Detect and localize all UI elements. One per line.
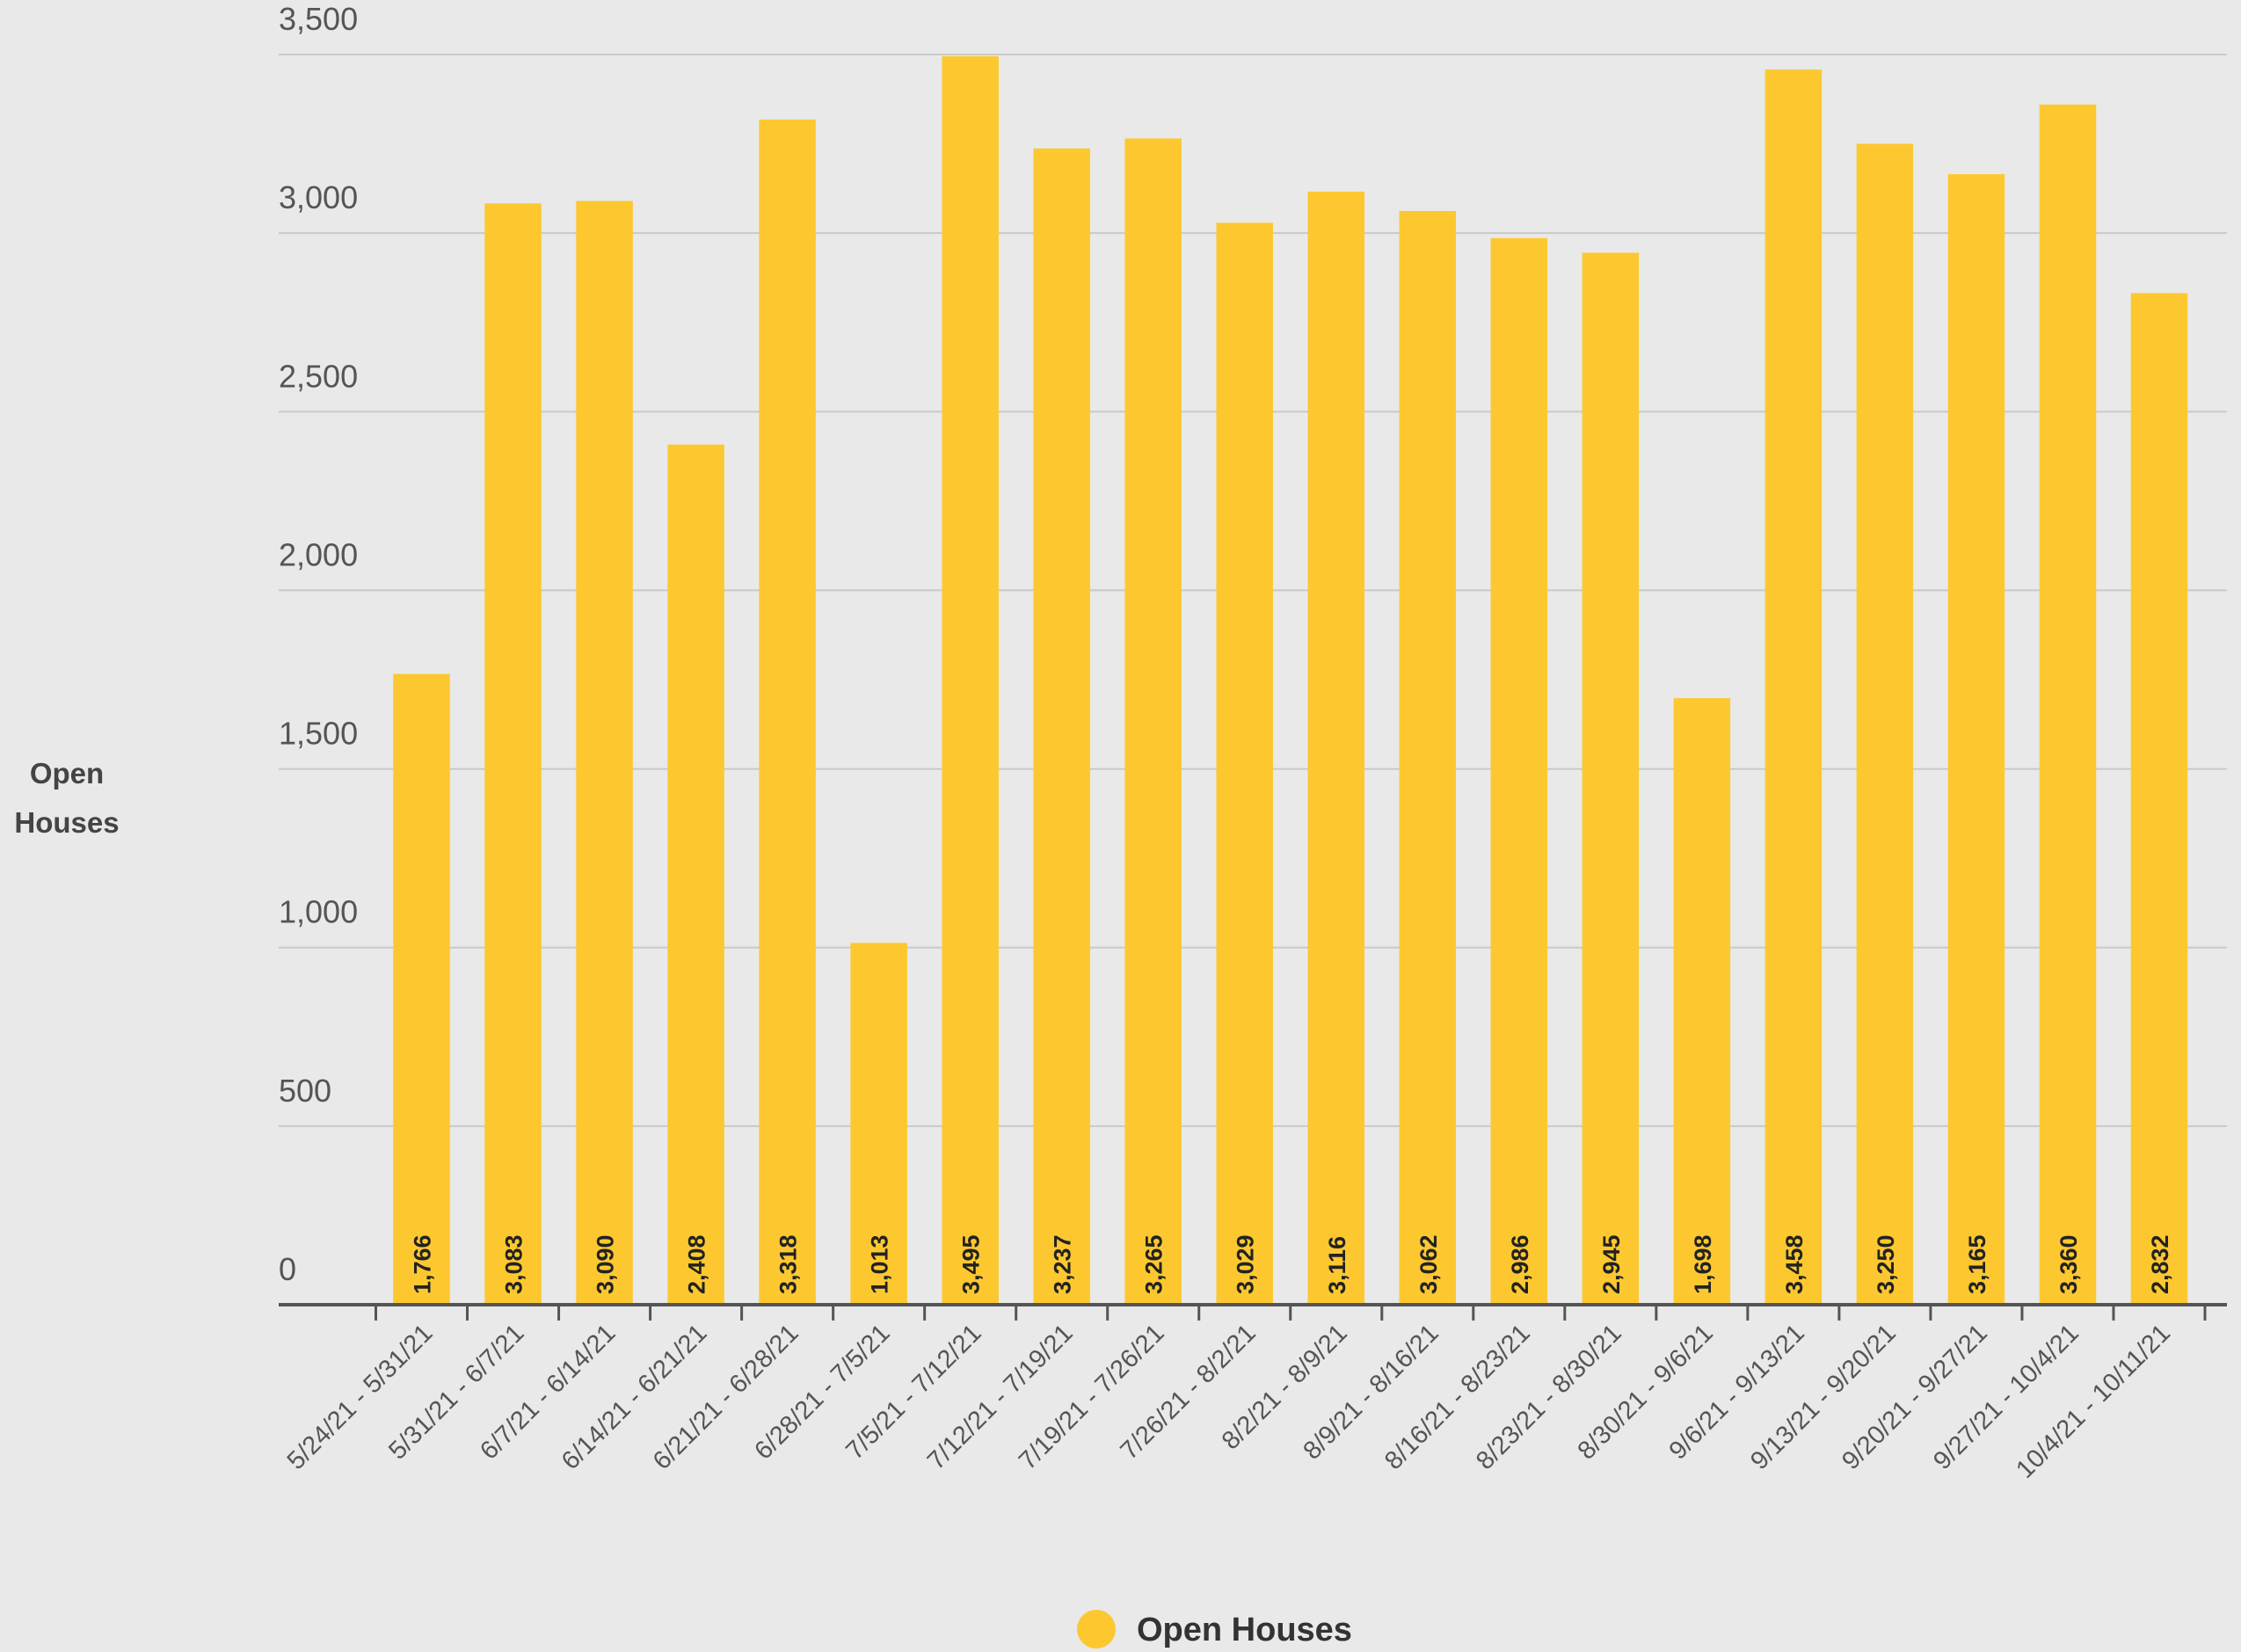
value-label: 1,698 <box>1690 1234 1716 1294</box>
bar <box>2039 104 2097 1305</box>
value-label: 3,237 <box>1050 1234 1076 1294</box>
value-label: 3,083 <box>501 1234 528 1294</box>
legend-marker <box>1077 1610 1116 1648</box>
y-tick-label: 3,000 <box>279 179 358 215</box>
bar <box>1673 698 1731 1305</box>
y-tick-label: 500 <box>279 1073 331 1109</box>
value-label: 3,165 <box>1964 1234 1990 1294</box>
value-label: 2,408 <box>684 1234 710 1294</box>
bar <box>1490 237 1548 1306</box>
bar <box>576 200 633 1305</box>
bar <box>1033 148 1090 1305</box>
y-tick-label: 3,500 <box>279 1 358 37</box>
value-label: 3,265 <box>1141 1234 1168 1294</box>
bar <box>759 119 816 1306</box>
y-tick-label: 1,000 <box>279 894 358 930</box>
value-label: 1,013 <box>867 1234 893 1294</box>
x-tick-label: 10/4/21 - 10/11/21 <box>2011 1319 2176 1484</box>
value-label: 3,062 <box>1415 1234 1442 1294</box>
value-label: 3,029 <box>1233 1234 1259 1294</box>
value-label: 2,832 <box>2147 1234 2173 1294</box>
value-label: 3,458 <box>1781 1234 1808 1294</box>
legend-label[interactable]: Open Houses <box>1137 1612 1352 1648</box>
bar <box>1216 222 1273 1305</box>
bar <box>1307 192 1365 1306</box>
bar <box>484 203 542 1305</box>
bar <box>1947 174 2005 1305</box>
value-label: 3,495 <box>958 1234 985 1294</box>
value-label: 3,360 <box>2055 1234 2082 1294</box>
value-label: 1,766 <box>410 1234 436 1294</box>
bar <box>393 673 450 1305</box>
value-label: 2,945 <box>1598 1234 1625 1294</box>
value-label: 2,986 <box>1507 1234 1533 1294</box>
y-tick-label: 1,500 <box>279 716 358 752</box>
bar <box>667 444 724 1305</box>
bar <box>1124 138 1182 1305</box>
bar <box>1399 210 1457 1306</box>
value-label: 3,250 <box>1873 1234 1899 1294</box>
value-label: 3,116 <box>1324 1236 1350 1294</box>
y-tick-label: 2,500 <box>279 358 358 394</box>
bar <box>1764 69 1823 1306</box>
bar <box>850 942 907 1305</box>
y-tick-label: 2,000 <box>279 536 358 572</box>
y-axis-title: Open Houses <box>14 757 120 839</box>
value-label: 3,090 <box>593 1234 619 1294</box>
bar <box>2130 293 2188 1305</box>
bar <box>1582 252 1640 1306</box>
value-label: 3,318 <box>775 1234 802 1294</box>
bar <box>942 56 999 1306</box>
y-tick-label: 0 <box>279 1251 296 1287</box>
bar <box>1856 143 1914 1306</box>
